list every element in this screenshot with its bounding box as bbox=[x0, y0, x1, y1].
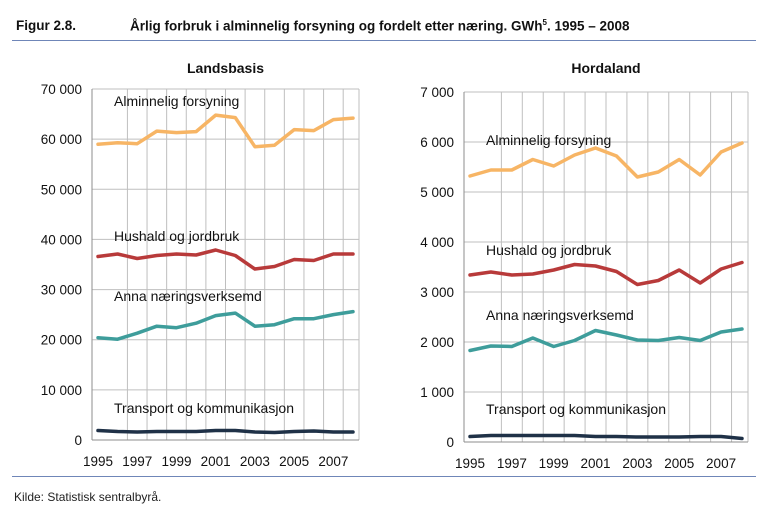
landsbasis-label-hushald-og-jordbruk: Hushald og jordbruk bbox=[114, 228, 240, 244]
landsbasis-x-tick-label: 1999 bbox=[161, 454, 191, 469]
landsbasis-label-anna-naeringsverksemd: Anna næringsverksemd bbox=[114, 288, 262, 304]
hordaland-y-tick-label: 1 000 bbox=[420, 385, 454, 400]
landsbasis-x-tick-label: 1995 bbox=[83, 454, 113, 469]
hordaland-x-tick-label: 1997 bbox=[497, 456, 527, 471]
hordaland-series-anna-naeringsverksemd bbox=[468, 327, 744, 353]
landsbasis-y-tick-label: 10 000 bbox=[41, 383, 82, 398]
landsbasis-label-alminnelig-forsyning: Alminnelig forsyning bbox=[114, 93, 239, 109]
landsbasis-y-tick-label: 50 000 bbox=[41, 182, 82, 197]
landsbasis-chart-title: Landsbasis bbox=[187, 60, 264, 76]
landsbasis-x-tick-label: 2003 bbox=[240, 454, 270, 469]
figure-header: Figur 2.8. Årlig forbruk i alminnelig fo… bbox=[12, 10, 756, 41]
hordaland-x-tick-label: 2007 bbox=[706, 456, 736, 471]
landsbasis-y-tick-label: 30 000 bbox=[41, 283, 82, 298]
hordaland-x-tick-label: 1995 bbox=[455, 456, 485, 471]
landsbasis-x-tick-label: 2007 bbox=[318, 454, 348, 469]
landsbasis-y-tick-label: 70 000 bbox=[41, 82, 82, 97]
figure-footer-rule bbox=[12, 476, 756, 477]
hordaland-y-tick-label: 7 000 bbox=[420, 85, 454, 100]
figure-title-text: Årlig forbruk i alminnelig forsyning og … bbox=[130, 18, 543, 34]
hordaland-series-transport-og-kommunikasjon bbox=[468, 433, 744, 441]
hordaland-y-tick-label: 0 bbox=[446, 435, 454, 450]
landsbasis-y-tick-label: 20 000 bbox=[41, 333, 82, 348]
hordaland-label-alminnelig-forsyning: Alminnelig forsyning bbox=[486, 132, 611, 148]
hordaland-label-transport-og-kommunikasjon: Transport og kommunikasjon bbox=[486, 401, 666, 417]
hordaland-label-anna-naeringsverksemd: Anna næringsverksemd bbox=[486, 307, 634, 323]
landsbasis-y-tick-label: 60 000 bbox=[41, 132, 82, 147]
hordaland-y-tick-label: 6 000 bbox=[420, 135, 454, 150]
hordaland-series-alminnelig-forsyning bbox=[468, 141, 744, 179]
hordaland-y-tick-label: 5 000 bbox=[420, 185, 454, 200]
hordaland-y-tick-label: 4 000 bbox=[420, 235, 454, 250]
figure-number: Figur 2.8. bbox=[16, 18, 77, 33]
landsbasis-x-tick-label: 2001 bbox=[201, 454, 231, 469]
hordaland-series-hushald-og-jordbruk bbox=[468, 260, 744, 287]
landsbasis-y-tick-label: 0 bbox=[74, 433, 82, 448]
hordaland-y-tick-label: 3 000 bbox=[420, 285, 454, 300]
landsbasis-series-anna-naeringsverksemd bbox=[96, 309, 355, 341]
landsbasis-series-alminnelig-forsyning bbox=[96, 113, 355, 149]
hordaland-x-tick-label: 2003 bbox=[622, 456, 652, 471]
landsbasis-series-transport-og-kommunikasjon bbox=[96, 428, 355, 435]
figure-title-suffix: . 1995 – 2008 bbox=[546, 18, 630, 34]
source-note: Kilde: Statistisk sentralbyrå. bbox=[14, 490, 162, 504]
hordaland-x-tick-label: 2001 bbox=[581, 456, 611, 471]
landsbasis-series-hushald-og-jordbruk bbox=[96, 248, 355, 271]
hordaland-x-tick-label: 2005 bbox=[664, 456, 694, 471]
landsbasis-y-tick-label: 40 000 bbox=[41, 232, 82, 247]
landsbasis-label-transport-og-kommunikasjon: Transport og kommunikasjon bbox=[114, 400, 294, 416]
hordaland-chart-title: Hordaland bbox=[571, 60, 640, 76]
hordaland-x-tick-label: 1999 bbox=[539, 456, 569, 471]
landsbasis-x-tick-label: 1997 bbox=[122, 454, 152, 469]
landsbasis-x-tick-label: 2005 bbox=[279, 454, 309, 469]
hordaland-label-hushald-og-jordbruk: Hushald og jordbruk bbox=[486, 242, 612, 258]
figure-title-footnote: 5 bbox=[542, 18, 547, 27]
hordaland-y-tick-label: 2 000 bbox=[420, 335, 454, 350]
figure-title: Årlig forbruk i alminnelig forsyning og … bbox=[130, 18, 630, 34]
